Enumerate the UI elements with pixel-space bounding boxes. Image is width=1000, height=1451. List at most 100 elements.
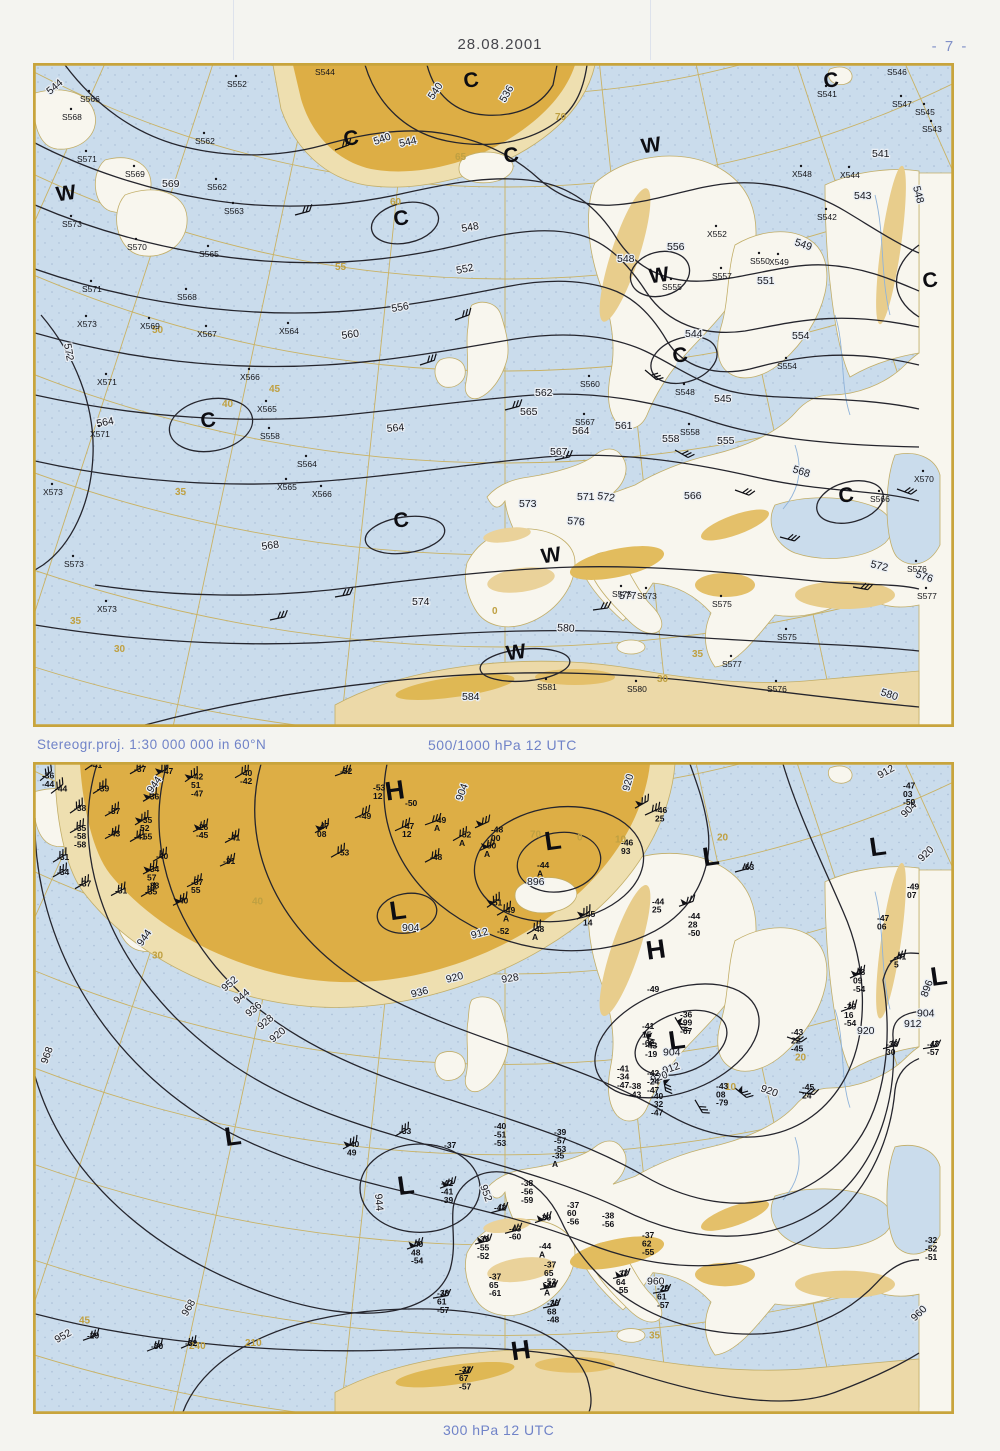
contour-label: 560 — [341, 328, 360, 342]
pressure-center-W: W — [55, 181, 78, 207]
wind-barb — [486, 891, 500, 908]
contour-label: 580 — [557, 622, 575, 635]
station-dot — [729, 654, 733, 658]
temperature-label: -39 16 -54 — [844, 1002, 857, 1029]
wind-barb — [140, 882, 156, 898]
greenland-icecap — [293, 65, 575, 172]
wind-barb — [152, 846, 168, 862]
temperature-label: -29 — [87, 1330, 100, 1340]
station-value-label: X571 — [97, 377, 117, 387]
station-dot — [784, 627, 788, 631]
station-dot — [587, 374, 591, 378]
wind-barb — [674, 1017, 690, 1032]
temperature-label: -40 — [176, 895, 189, 905]
station-dot — [84, 314, 88, 318]
contour-label: 904 — [663, 1048, 681, 1059]
graticule-label: 40 — [252, 896, 264, 907]
temperature-label: -43 — [108, 829, 121, 839]
station-dot — [87, 89, 91, 93]
graticule-label: 30 — [152, 950, 164, 961]
pressure-center-C: C — [392, 206, 410, 231]
temperature-label: -50 A — [484, 841, 497, 859]
pressure-center-L: L — [700, 840, 721, 872]
wind-barb — [612, 1268, 631, 1280]
pressure-center-W: W — [505, 640, 528, 666]
station-dot — [264, 399, 268, 403]
station-dot — [929, 119, 933, 123]
station-dot — [824, 84, 828, 88]
temperature-label: -33 — [399, 1126, 412, 1136]
station-value-label: S568 — [177, 292, 197, 302]
wind-barb — [82, 1328, 100, 1341]
graticule-label: 35 — [70, 616, 82, 627]
wind-barb — [314, 818, 330, 834]
station-dot — [719, 266, 723, 270]
pressure-center-H: H — [644, 934, 668, 966]
station-value-label: S541 — [817, 89, 837, 99]
graticule-label: 65 — [455, 152, 467, 163]
meridian-line — [340, 764, 411, 1412]
wind-barb — [184, 766, 198, 783]
wind-barb — [644, 801, 661, 816]
station-value-label: S580 — [627, 684, 647, 694]
wind-barb — [419, 353, 437, 366]
station-value-label: X565 — [257, 404, 277, 414]
wind-barb — [52, 847, 67, 863]
temperature-label: -38 61 -57 — [437, 1288, 450, 1315]
station-dot — [247, 367, 251, 371]
graticule-label: 30 — [657, 674, 669, 685]
wind-barb — [496, 900, 512, 916]
station-value-label: S577 — [722, 659, 742, 669]
station-value-label: S542 — [817, 212, 837, 222]
temperature-label: -52 — [497, 926, 510, 936]
station-dot — [719, 594, 723, 598]
meridian-line — [340, 65, 411, 725]
station-dot — [922, 102, 926, 106]
pressure-center-L: L — [666, 1024, 687, 1056]
station-value-label: S569 — [125, 169, 145, 179]
contour-label: 544 — [398, 135, 418, 150]
station-dot — [921, 469, 925, 473]
graticule-label: 45 — [79, 1316, 91, 1327]
wind-barb — [424, 812, 442, 826]
temperature-label: -30 — [151, 1341, 164, 1351]
station-value-label: X548 — [792, 169, 812, 179]
wind-barb — [852, 582, 874, 591]
station-dot — [582, 412, 586, 416]
temperature-label: -36 — [147, 791, 160, 801]
station-value-label: X549 — [769, 257, 789, 267]
pressure-center-L: L — [928, 960, 949, 992]
wind-barb — [334, 137, 352, 151]
meridian-line — [35, 65, 214, 613]
station-value-label: X566 — [312, 489, 332, 499]
wind-barb — [694, 1099, 710, 1114]
station-value-label: S573 — [637, 591, 657, 601]
station-value-label: S575 — [777, 632, 797, 642]
wind-barb — [922, 1039, 942, 1050]
meridian-line — [172, 764, 315, 1412]
temperature-label: -41 -34 -47 — [617, 1063, 630, 1090]
wind-barb — [474, 1233, 493, 1245]
temperature-label: -44 A — [539, 1241, 552, 1259]
temperature-label: -47 — [161, 766, 174, 776]
temperature-label: -48 A — [532, 924, 545, 942]
temperature-label: -37 — [79, 879, 92, 889]
temperature-label: -41 5 — [894, 951, 907, 969]
temperature-label: -48 — [430, 852, 443, 862]
wind-barb — [219, 852, 236, 867]
temperature-label: -35 — [145, 887, 158, 897]
station-dot — [234, 74, 238, 78]
station-value-label: S576 — [767, 684, 787, 694]
wind-barb — [104, 824, 120, 840]
contour-label: 944 — [372, 1193, 385, 1211]
station-value-label: X544 — [840, 170, 860, 180]
contour-label: 960 — [647, 1276, 665, 1287]
contour-label: 566 — [684, 490, 702, 502]
wind-barb — [52, 862, 68, 878]
station-dot — [132, 164, 136, 168]
contour-label: 584 — [462, 691, 480, 703]
pressure-center-C: C — [392, 508, 410, 533]
temperature-label: -40 — [156, 851, 169, 861]
page-number: - 7 - — [931, 38, 969, 55]
